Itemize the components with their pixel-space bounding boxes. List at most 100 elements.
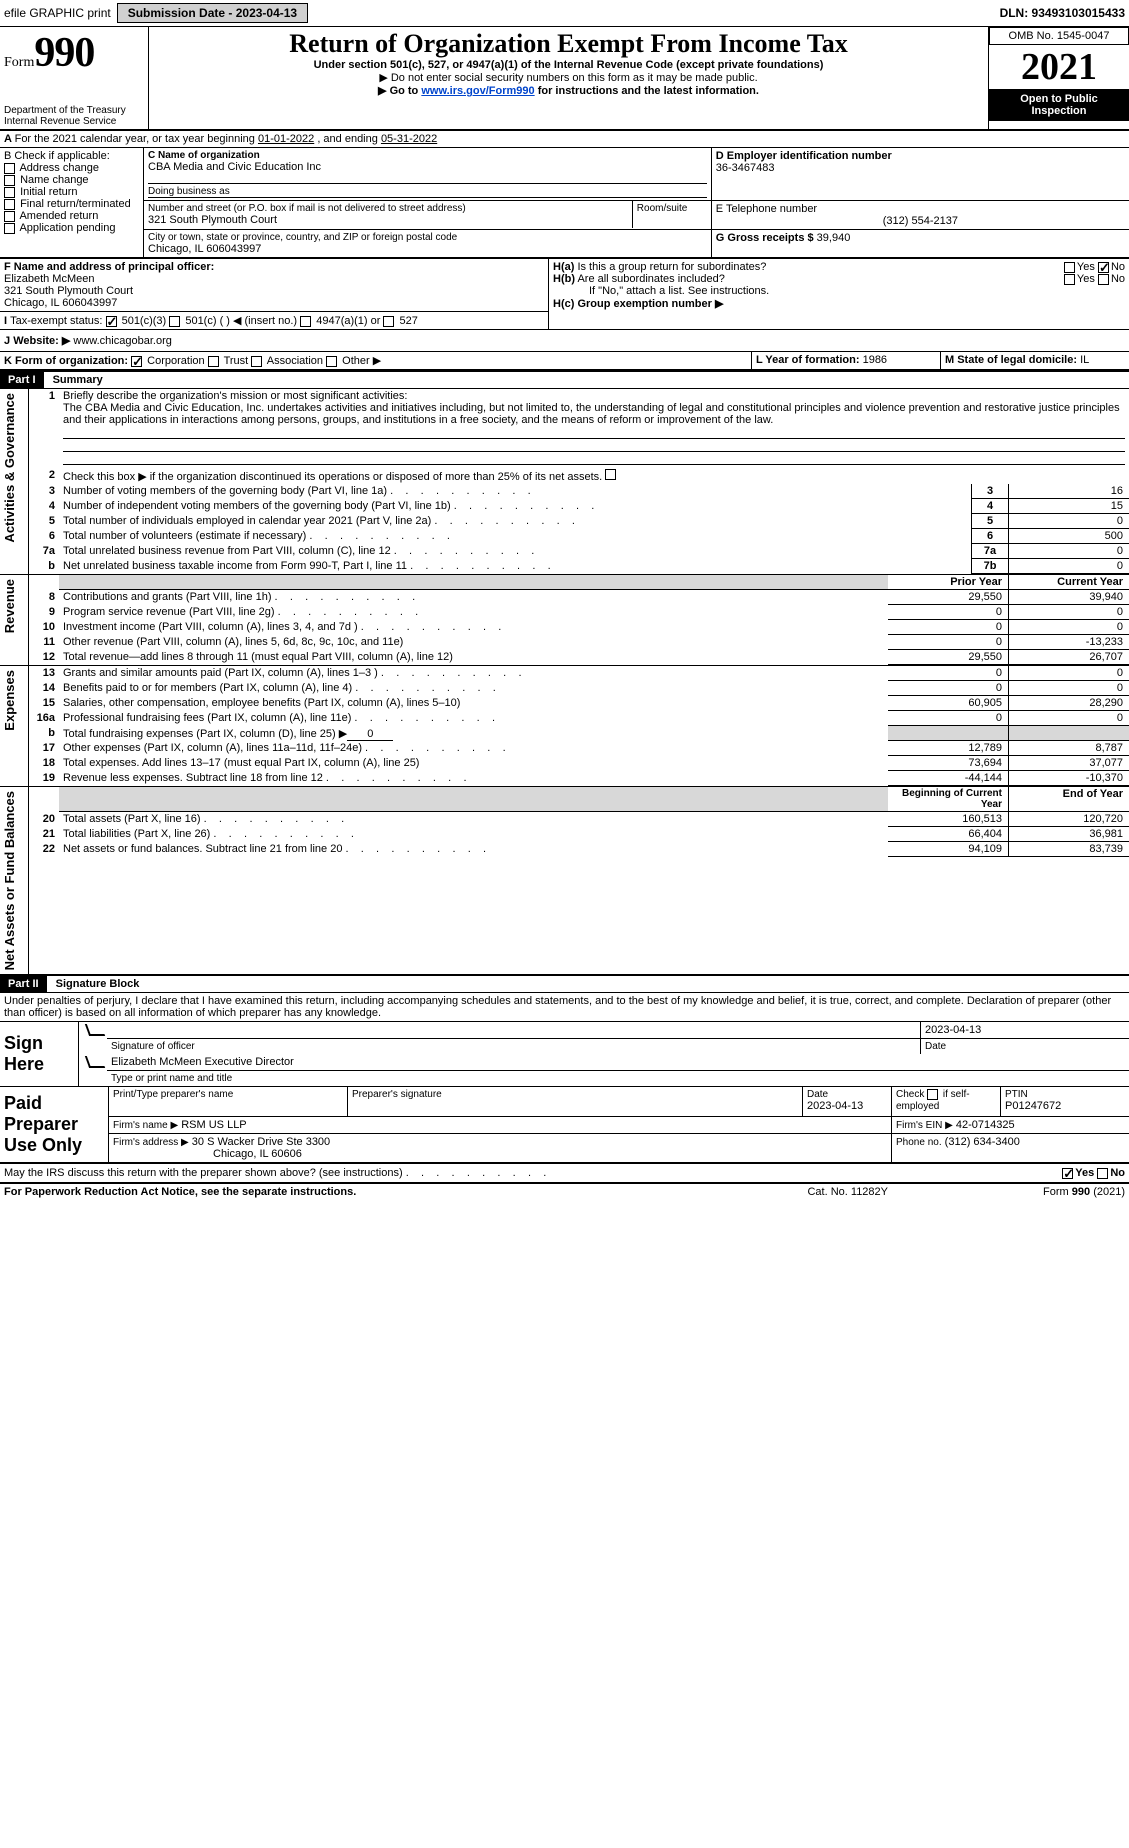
ha-row: H(a) Is this a group return for subordin…: [553, 261, 1125, 273]
hb-note: If "No," attach a list. See instructions…: [553, 285, 1125, 297]
line13-label: Grants and similar amounts paid (Part IX…: [63, 667, 522, 679]
part1-header-row: Part I Summary: [0, 371, 1129, 389]
527-checkbox[interactable]: [383, 316, 394, 327]
ptin-value: P01247672: [1005, 1100, 1125, 1112]
final-return-checkbox[interactable]: [4, 199, 15, 210]
initial-return-checkbox[interactable]: [4, 187, 15, 198]
ein-value: 36-3467483: [716, 162, 1125, 174]
form-subtitle-3: ▶ Go to www.irs.gov/Form990 for instruct…: [153, 84, 984, 97]
part2-title: Signature Block: [50, 976, 146, 992]
line20-current: 120,720: [1009, 812, 1129, 827]
line17-current: 8,787: [1009, 741, 1129, 756]
line20-prior: 160,513: [888, 812, 1009, 827]
firm-name-value: RSM US LLP: [181, 1119, 246, 1131]
line17-label: Other expenses (Part IX, column (A), lin…: [63, 742, 506, 754]
org-name-label: C Name of organization: [148, 150, 260, 161]
year-formation-value: 1986: [863, 354, 887, 366]
tax-year: 2021: [989, 45, 1129, 89]
line19-prior: -44,144: [888, 771, 1009, 786]
line9-label: Program service revenue (Part VIII, line…: [63, 606, 418, 618]
efile-label: efile GRAPHIC print: [4, 6, 111, 20]
line1-label: Briefly describe the organization's miss…: [63, 390, 407, 402]
line13-prior: 0: [888, 666, 1009, 681]
other-checkbox[interactable]: [326, 356, 337, 367]
prior-year-header: Prior Year: [888, 575, 1009, 590]
line2-checkbox[interactable]: [605, 469, 616, 480]
line3-value: 16: [1009, 484, 1129, 499]
form-header-table: Form990 Department of the Treasury Inter…: [0, 27, 1129, 131]
room-label: Room/suite: [637, 203, 707, 214]
501c3-checkbox[interactable]: [106, 316, 117, 327]
line3-label: Number of voting members of the governin…: [63, 485, 531, 497]
corp-checkbox[interactable]: [131, 356, 142, 367]
addr-change-checkbox[interactable]: [4, 163, 15, 174]
firm-addr-label: Firm's address ▶: [113, 1137, 189, 1148]
line8-current: 39,940: [1009, 590, 1129, 605]
amended-checkbox[interactable]: [4, 211, 15, 222]
klm-row: K Form of organization: Corporation Trus…: [0, 352, 1129, 371]
line16a-label: Professional fundraising fees (Part IX, …: [63, 712, 495, 724]
org-name: CBA Media and Civic Education Inc: [148, 161, 707, 173]
hb-yes-checkbox[interactable]: [1064, 274, 1075, 285]
website-value: www.chicagobar.org: [73, 335, 171, 347]
line22-prior: 94,109: [888, 842, 1009, 857]
line16b-value: 0: [347, 728, 393, 741]
assoc-checkbox[interactable]: [251, 356, 262, 367]
tax-exempt-label: Tax-exempt status:: [10, 315, 102, 327]
ha-yes-checkbox[interactable]: [1064, 262, 1075, 273]
name-change-checkbox[interactable]: [4, 175, 15, 186]
officer-name: Elizabeth McMeen: [4, 273, 544, 285]
phone-value: (312) 554-2137: [716, 215, 1125, 227]
prep-self-employed: Check if self-employed: [892, 1087, 1001, 1117]
current-year-header: Current Year: [1009, 575, 1129, 590]
submission-date-badge: Submission Date - 2023-04-13: [117, 3, 308, 23]
line22-label: Net assets or fund balances. Subtract li…: [63, 843, 486, 855]
501c-checkbox[interactable]: [169, 316, 180, 327]
typed-name-value: Elizabeth McMeen Executive Director: [107, 1054, 1129, 1071]
discuss-no-checkbox[interactable]: [1097, 1168, 1108, 1179]
4947-checkbox[interactable]: [300, 316, 311, 327]
side-label-ag: Activities & Governance: [0, 389, 19, 547]
line10-current: 0: [1009, 620, 1129, 635]
part2-badge: Part II: [0, 976, 47, 992]
line-a-tax-year: A For the 2021 calendar year, or tax yea…: [0, 131, 1129, 148]
line15-current: 28,290: [1009, 696, 1129, 711]
dba-label: Doing business as: [148, 183, 707, 198]
line18-prior: 73,694: [888, 756, 1009, 771]
line18-current: 37,077: [1009, 756, 1129, 771]
line10-label: Investment income (Part VIII, column (A)…: [63, 621, 501, 633]
typed-name-label: Type or print name and title: [107, 1071, 1129, 1087]
line1-text: The CBA Media and Civic Education, Inc. …: [63, 402, 1120, 426]
line6-label: Total number of volunteers (estimate if …: [63, 530, 450, 542]
app-pending-checkbox[interactable]: [4, 223, 15, 234]
line4-label: Number of independent voting members of …: [63, 500, 594, 512]
irs-label: Internal Revenue Service: [4, 116, 144, 127]
irs-link[interactable]: www.irs.gov/Form990: [421, 85, 534, 97]
part1-badge: Part I: [0, 372, 44, 388]
hb-row: H(b) Are all subordinates included? Yes …: [553, 273, 1125, 285]
dept-label: Department of the Treasury: [4, 105, 144, 116]
hb-no-checkbox[interactable]: [1098, 274, 1109, 285]
ha-no-checkbox[interactable]: [1098, 262, 1109, 273]
footer-row: For Paperwork Reduction Act Notice, see …: [0, 1184, 1129, 1200]
prep-date-value: 2023-04-13: [807, 1100, 887, 1112]
discuss-yes-checkbox[interactable]: [1062, 1168, 1073, 1179]
self-employed-checkbox[interactable]: [927, 1089, 938, 1100]
line15-prior: 60,905: [888, 696, 1009, 711]
open-public-badge: Open to Public Inspection: [989, 89, 1129, 121]
side-label-rev: Revenue: [0, 575, 19, 637]
prep-name-label: Print/Type preparer's name: [113, 1089, 343, 1100]
line19-current: -10,370: [1009, 771, 1129, 786]
line7b-value: 0: [1009, 559, 1129, 574]
line5-label: Total number of individuals employed in …: [63, 515, 575, 527]
line22-current: 83,739: [1009, 842, 1129, 857]
line11-prior: 0: [888, 635, 1009, 650]
ein-label: D Employer identification number: [716, 150, 892, 162]
website-row: J Website: ▶ www.chicagobar.org: [0, 330, 1129, 352]
trust-checkbox[interactable]: [208, 356, 219, 367]
submission-topbar: efile GRAPHIC print Submission Date - 20…: [0, 0, 1129, 27]
line14-prior: 0: [888, 681, 1009, 696]
prep-date-label: Date: [807, 1089, 887, 1100]
line10-prior: 0: [888, 620, 1009, 635]
sig-officer-label: Signature of officer: [107, 1039, 921, 1055]
